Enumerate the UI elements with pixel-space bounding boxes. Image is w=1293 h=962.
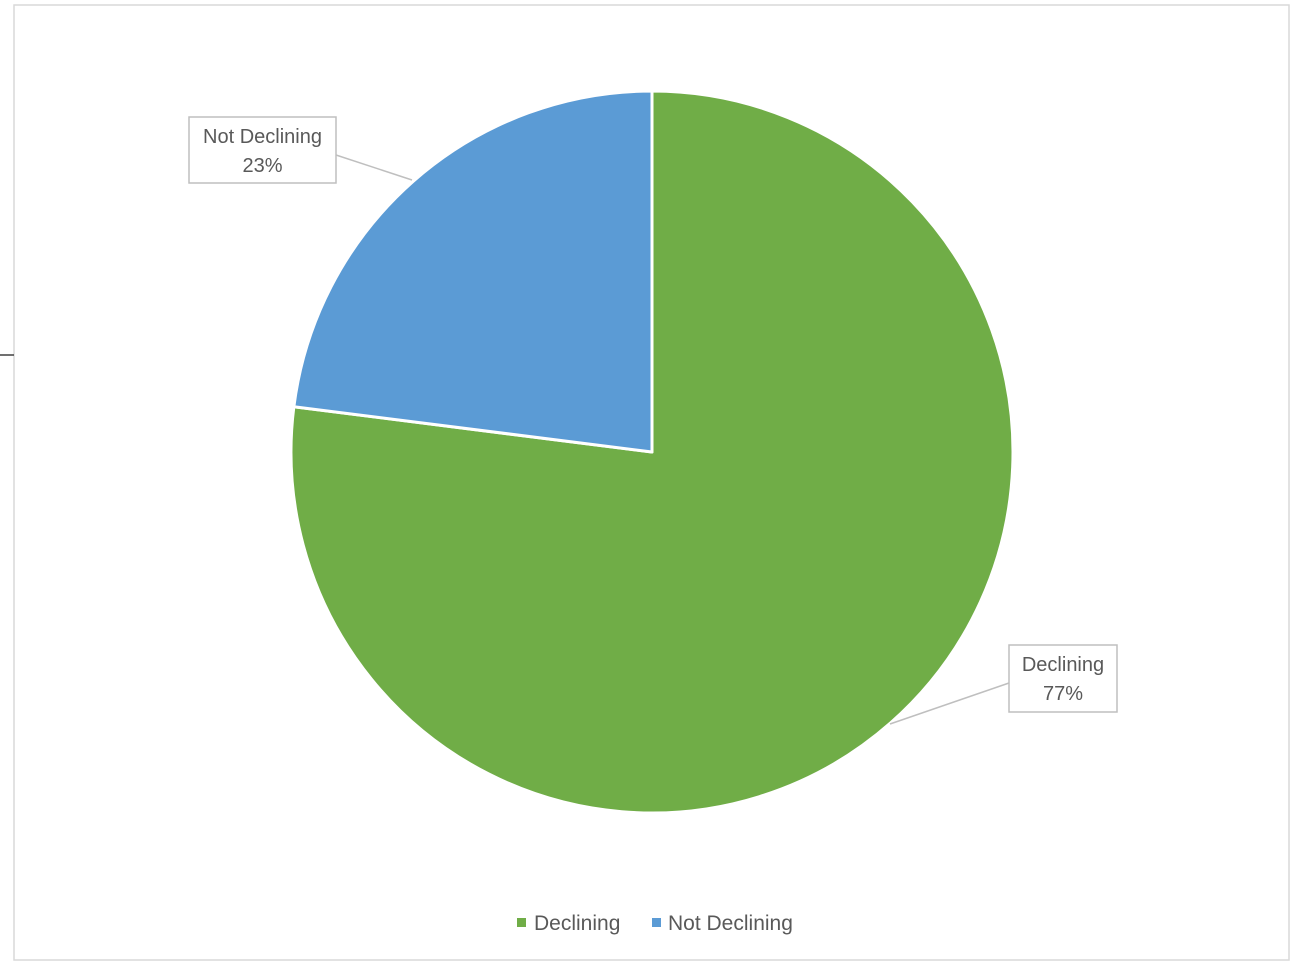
data-label-value-declining: 77% bbox=[1043, 683, 1083, 705]
data-label-declining: Declining 77% bbox=[1008, 644, 1118, 713]
data-label-box-not-declining bbox=[188, 116, 337, 184]
leader-lines bbox=[335, 154, 1010, 725]
legend: Declining Not Declining bbox=[517, 912, 793, 935]
data-label-name-declining: Declining bbox=[1022, 654, 1104, 676]
legend-label-not-declining: Not Declining bbox=[668, 912, 793, 935]
data-label-not-declining: Not Declining 23% bbox=[188, 116, 337, 184]
pie-slice-not-declining bbox=[292, 89, 654, 454]
data-label-name-not-declining: Not Declining bbox=[203, 126, 322, 148]
pie-slices bbox=[289, 89, 1015, 815]
legend-swatch-not-declining bbox=[652, 918, 661, 927]
data-label-box-declining bbox=[1008, 644, 1118, 713]
legend-swatch-declining bbox=[517, 918, 526, 927]
leader-line-declining bbox=[889, 682, 1010, 725]
legend-label-declining: Declining bbox=[534, 912, 620, 935]
data-label-value-not-declining: 23% bbox=[242, 155, 282, 177]
leader-line-not-declining bbox=[335, 154, 413, 181]
